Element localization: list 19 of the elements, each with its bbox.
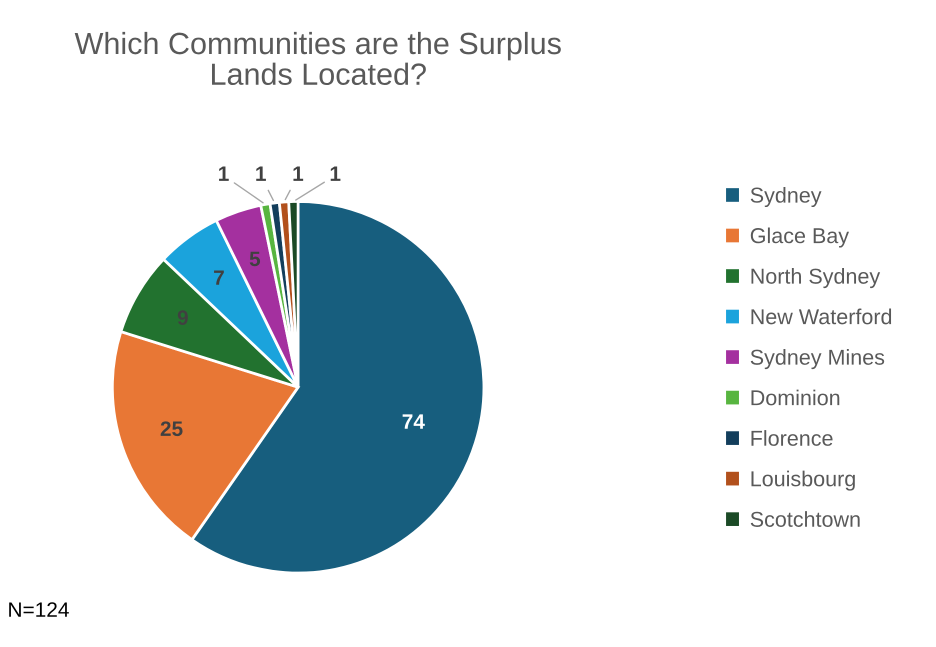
data-label: 5 bbox=[250, 252, 260, 266]
legend-label: Sydney bbox=[750, 186, 822, 208]
legend-label: Florence bbox=[752, 430, 833, 446]
legend-label: Sydney Mines bbox=[750, 349, 884, 370]
legend-label: Glace Bay bbox=[750, 227, 850, 248]
legend-label: North Sydney bbox=[752, 268, 880, 288]
data-label: 1 bbox=[330, 166, 340, 181]
data-label: 1 bbox=[219, 166, 229, 181]
text: N=124 bbox=[9, 602, 69, 617]
data-label: 74 bbox=[402, 414, 425, 429]
legend-label: Louisbourg bbox=[752, 470, 855, 491]
legend-label: Dominion bbox=[752, 390, 840, 406]
data-label: 1 bbox=[256, 166, 266, 181]
legend-label: Scotchtown bbox=[750, 511, 860, 527]
data-label: 25 bbox=[160, 421, 183, 436]
data-label: 7 bbox=[214, 270, 224, 285]
chart-title: Which Communities are the Surplus Lands Located? bbox=[74, 32, 561, 86]
data-label: 1 bbox=[293, 166, 304, 181]
legend-label: New Waterford bbox=[752, 308, 892, 324]
